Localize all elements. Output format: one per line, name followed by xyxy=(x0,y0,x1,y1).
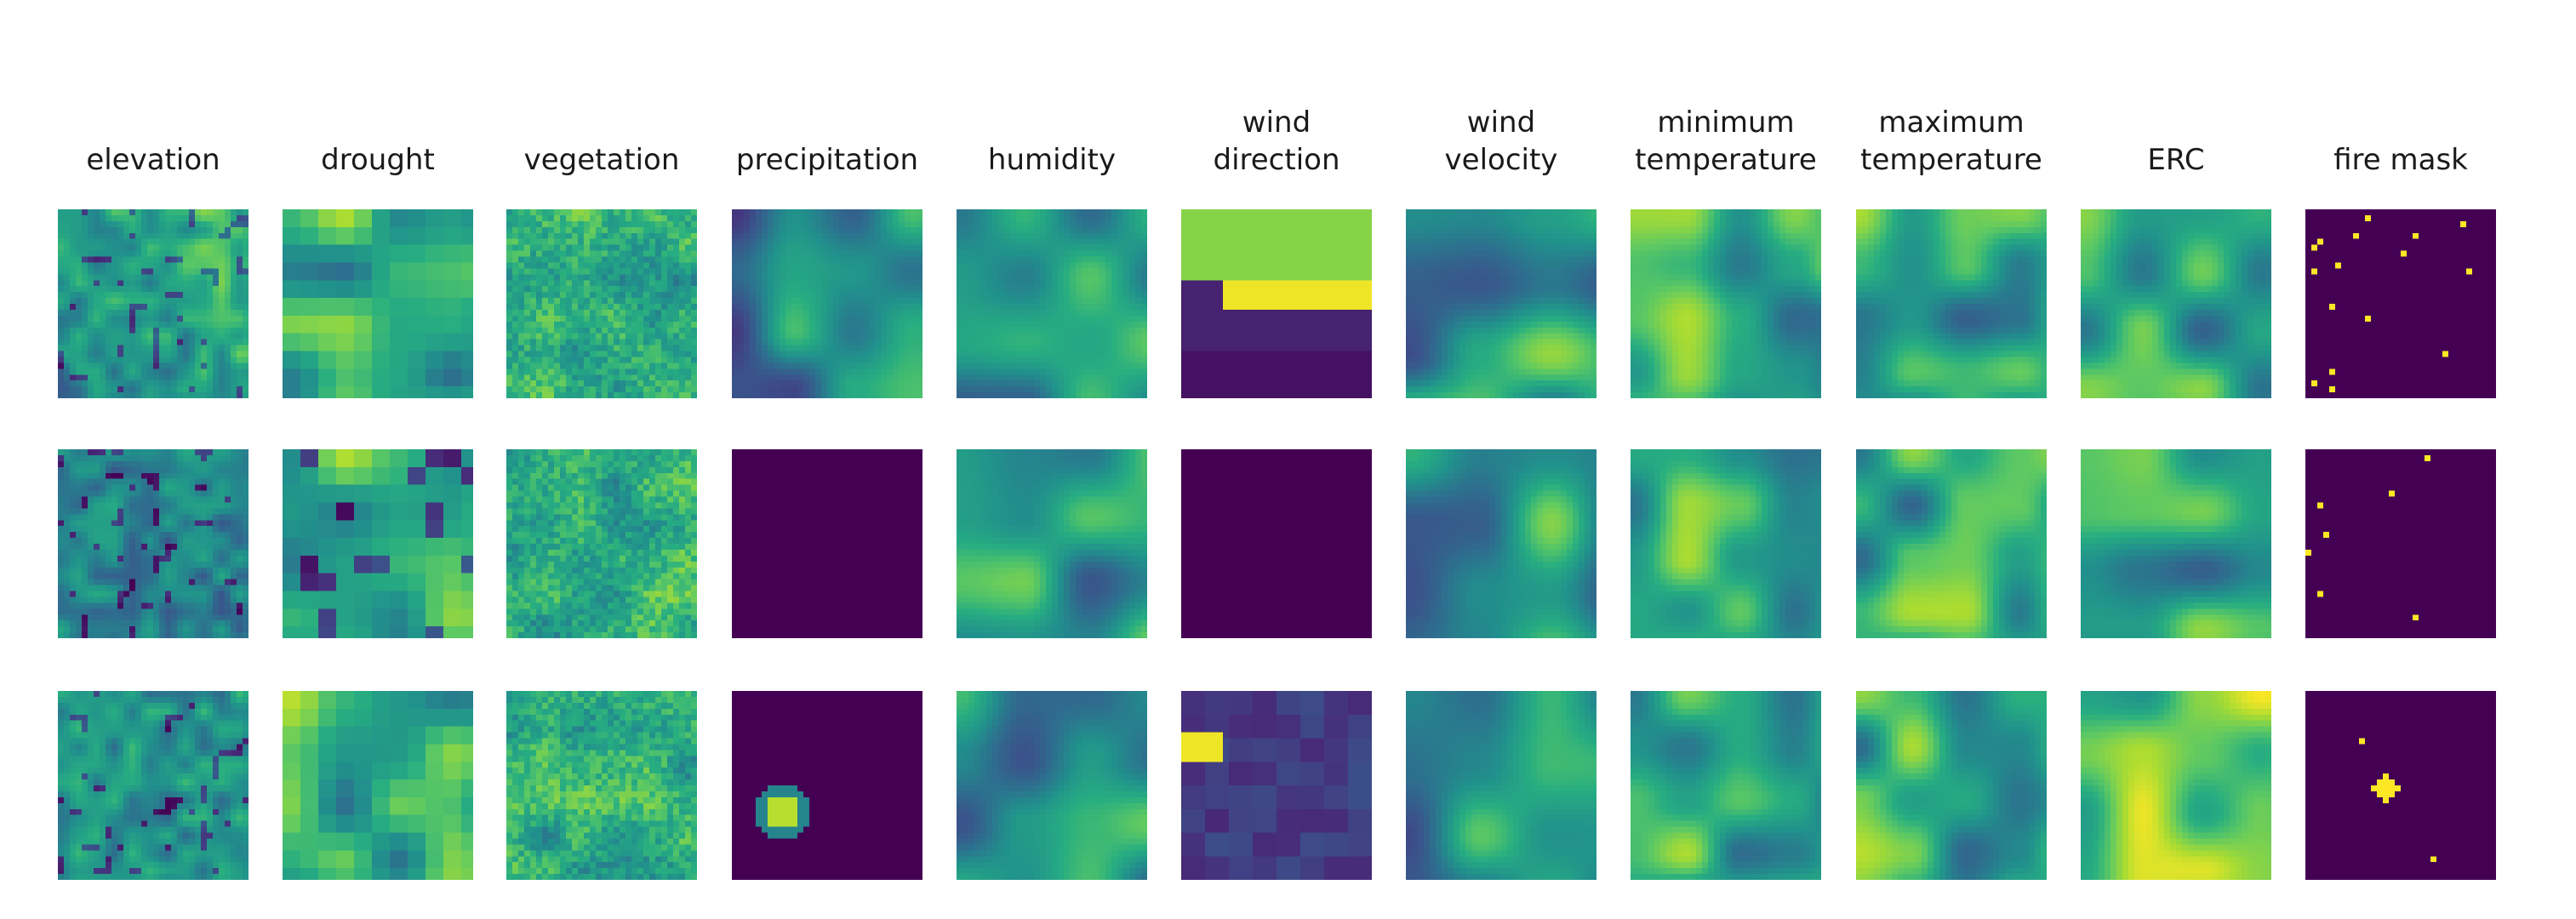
heatmap-cells xyxy=(1856,691,2047,880)
heatmap-panel xyxy=(1856,209,2047,398)
heatmap-cells xyxy=(1631,691,1821,880)
heatmap-cells xyxy=(957,209,1147,398)
heatmap-cells xyxy=(1856,209,2047,398)
heatmap-cells xyxy=(957,691,1147,880)
column-title: maximum temperature xyxy=(1841,94,2062,179)
heatmap-panel xyxy=(506,449,697,638)
heatmap-cells xyxy=(2081,209,2271,398)
heatmap-cells xyxy=(283,691,473,880)
heatmap-panel xyxy=(957,691,1147,880)
heatmap-panel xyxy=(1856,449,2047,638)
heatmap-panel xyxy=(2081,449,2271,638)
heatmap-panel xyxy=(2081,209,2271,398)
heatmap-cells xyxy=(2305,449,2496,638)
heatmap-panel xyxy=(1181,209,1372,398)
column-title: elevation xyxy=(43,94,264,179)
heatmap-cells xyxy=(732,449,922,638)
heatmap-cells xyxy=(58,691,248,880)
heatmap-panel xyxy=(1406,209,1596,398)
heatmap-cells xyxy=(1406,209,1596,398)
heatmap-cells xyxy=(2081,691,2271,880)
heatmap-cells xyxy=(2305,209,2496,398)
heatmap-panel xyxy=(1631,449,1821,638)
heatmap-cells xyxy=(506,209,697,398)
heatmap-cells xyxy=(1856,449,2047,638)
heatmap-cells xyxy=(506,691,697,880)
heatmap-cells xyxy=(732,691,922,880)
heatmap-cells xyxy=(1181,449,1372,638)
heatmap-panel xyxy=(732,449,922,638)
heatmap-panel xyxy=(1406,449,1596,638)
heatmap-panel xyxy=(1181,691,1372,880)
heatmap-panel xyxy=(1856,691,2047,880)
column-title: precipitation xyxy=(717,94,938,179)
heatmap-panel xyxy=(1631,691,1821,880)
heatmap-cells xyxy=(58,449,248,638)
heatmap-panel xyxy=(957,209,1147,398)
heatmap-panel xyxy=(283,209,473,398)
heatmap-cells xyxy=(1631,209,1821,398)
column-title: fire mask xyxy=(2290,94,2511,179)
heatmap-cells xyxy=(1406,449,1596,638)
heatmap-cells xyxy=(1181,209,1372,398)
heatmap-cells xyxy=(283,449,473,638)
heatmap-panel xyxy=(1181,449,1372,638)
column-title: minimum temperature xyxy=(1615,94,1836,179)
heatmap-cells xyxy=(506,449,697,638)
column-title: vegetation xyxy=(491,94,712,179)
column-title: humidity xyxy=(941,94,1162,179)
heatmap-panel xyxy=(506,209,697,398)
column-title: drought xyxy=(267,94,488,179)
heatmap-cells xyxy=(957,449,1147,638)
heatmap-panel xyxy=(2305,449,2496,638)
heatmap-panel xyxy=(732,209,922,398)
heatmap-panel xyxy=(283,691,473,880)
heatmap-panel xyxy=(2081,691,2271,880)
heatmap-panel xyxy=(2305,209,2496,398)
heatmap-panel xyxy=(283,449,473,638)
heatmap-cells xyxy=(1181,691,1372,880)
heatmap-panel xyxy=(58,691,248,880)
heatmap-cells xyxy=(1406,691,1596,880)
heatmap-panel xyxy=(732,691,922,880)
heatmap-panel xyxy=(1406,691,1596,880)
heatmap-panel xyxy=(957,449,1147,638)
column-title: wind direction xyxy=(1166,94,1387,179)
heatmap-cells xyxy=(2081,449,2271,638)
heatmap-panel xyxy=(58,209,248,398)
column-title: ERC xyxy=(2065,94,2287,179)
heatmap-cells xyxy=(2305,691,2496,880)
column-title: wind velocity xyxy=(1391,94,1612,179)
heatmap-panel xyxy=(58,449,248,638)
heatmap-cells xyxy=(58,209,248,398)
heatmap-cells xyxy=(1631,449,1821,638)
heatmap-panel xyxy=(2305,691,2496,880)
heatmap-panel xyxy=(1631,209,1821,398)
heatmap-panel xyxy=(506,691,697,880)
heatmap-cells xyxy=(732,209,922,398)
heatmap-cells xyxy=(283,209,473,398)
